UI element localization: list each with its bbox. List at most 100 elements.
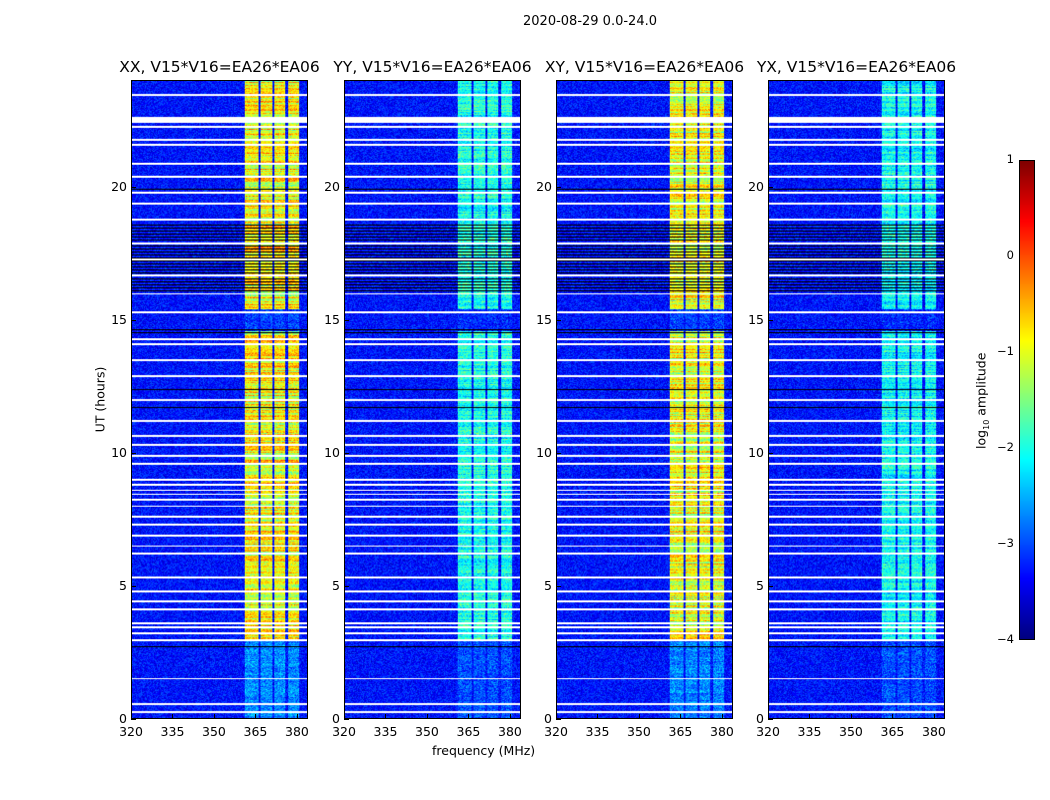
x-tick-label: 335 bbox=[373, 724, 398, 739]
spectrogram-image bbox=[132, 81, 307, 718]
y-tick-label: 10 bbox=[748, 444, 764, 460]
y-tick-label: 15 bbox=[324, 311, 340, 327]
x-tick-label: 380 bbox=[498, 724, 522, 739]
x-tick-label: 380 bbox=[922, 724, 946, 739]
x-tick-label: 335 bbox=[797, 724, 822, 739]
x-tick-label: 350 bbox=[627, 724, 651, 739]
panel-title: YX, V15*V16=EA26*EA06 bbox=[756, 58, 957, 76]
y-tick-mark bbox=[131, 719, 136, 720]
y-tick-label: 15 bbox=[536, 311, 552, 327]
spectrogram-image bbox=[769, 81, 944, 718]
y-tick-mark bbox=[556, 319, 561, 321]
y-tick-mark bbox=[131, 186, 136, 188]
colorbar-tick-label: 0 bbox=[1006, 248, 1014, 262]
x-tick-mark bbox=[344, 714, 345, 719]
y-tick-label: 0 bbox=[544, 711, 552, 726]
x-tick-label: 350 bbox=[202, 724, 226, 739]
x-tick-label: 320 bbox=[544, 724, 568, 739]
spectrogram-panel-0 bbox=[131, 80, 308, 719]
figure-title: 2020-08-29 0.0-24.0 bbox=[523, 14, 657, 29]
spectrogram-panel-3 bbox=[768, 80, 945, 719]
y-tick-label: 20 bbox=[748, 178, 764, 194]
y-tick-mark bbox=[344, 186, 349, 188]
x-tick-mark bbox=[933, 714, 935, 719]
y-tick-label: 15 bbox=[111, 311, 127, 327]
x-tick-mark bbox=[850, 714, 852, 719]
x-tick-label: 320 bbox=[119, 724, 143, 739]
y-tick-mark bbox=[344, 585, 349, 587]
y-tick-label: 5 bbox=[544, 577, 552, 593]
x-tick-mark bbox=[768, 714, 769, 719]
y-tick-mark bbox=[768, 186, 773, 188]
colorbar-tick-label: 1 bbox=[1006, 152, 1014, 166]
panel-title: YY, V15*V16=EA26*EA06 bbox=[333, 58, 532, 76]
panel-title: XX, V15*V16=EA26*EA06 bbox=[119, 58, 320, 76]
y-tick-label: 0 bbox=[332, 711, 340, 726]
x-tick-mark bbox=[426, 714, 428, 719]
x-tick-mark bbox=[809, 714, 811, 719]
y-tick-mark bbox=[344, 319, 349, 321]
y-tick-label: 20 bbox=[111, 178, 127, 194]
y-tick-label: 5 bbox=[332, 577, 340, 593]
x-tick-mark bbox=[892, 714, 894, 719]
x-tick-label: 365 bbox=[243, 724, 268, 739]
colorbar-tick-label: −4 bbox=[997, 632, 1014, 646]
y-tick-mark bbox=[556, 719, 561, 720]
x-tick-label: 335 bbox=[160, 724, 185, 739]
y-tick-mark bbox=[768, 452, 773, 454]
x-tick-label: 350 bbox=[839, 724, 863, 739]
y-tick-label: 5 bbox=[756, 577, 764, 593]
y-tick-label: 20 bbox=[536, 178, 552, 194]
x-tick-label: 365 bbox=[668, 724, 693, 739]
y-tick-label: 20 bbox=[324, 178, 340, 194]
x-tick-mark bbox=[638, 714, 640, 719]
spectrogram-panel-2 bbox=[556, 80, 733, 719]
spectrogram-image bbox=[345, 81, 520, 718]
x-tick-mark bbox=[680, 714, 682, 719]
x-tick-mark bbox=[556, 714, 557, 719]
colorbar bbox=[1019, 160, 1035, 640]
x-tick-mark bbox=[468, 714, 470, 719]
x-tick-mark bbox=[255, 714, 257, 719]
colorbar-tick-label: −2 bbox=[997, 440, 1014, 454]
spectrogram-panel-1 bbox=[344, 80, 521, 719]
x-tick-label: 380 bbox=[710, 724, 734, 739]
y-tick-mark bbox=[768, 585, 773, 587]
y-tick-mark bbox=[556, 585, 561, 587]
x-tick-label: 365 bbox=[880, 724, 905, 739]
y-tick-mark bbox=[131, 585, 136, 587]
x-tick-mark bbox=[509, 714, 511, 719]
x-axis-label: frequency (MHz) bbox=[432, 743, 536, 758]
x-tick-label: 320 bbox=[756, 724, 780, 739]
y-tick-label: 0 bbox=[119, 711, 127, 726]
x-tick-mark bbox=[213, 714, 215, 719]
y-tick-mark bbox=[344, 452, 349, 454]
x-tick-mark bbox=[597, 714, 599, 719]
colorbar-tick-label: −3 bbox=[997, 536, 1014, 550]
x-tick-mark bbox=[172, 714, 174, 719]
y-tick-label: 10 bbox=[111, 444, 127, 460]
x-tick-label: 350 bbox=[415, 724, 439, 739]
y-tick-mark bbox=[344, 719, 349, 720]
x-tick-mark bbox=[721, 714, 723, 719]
x-tick-mark bbox=[296, 714, 298, 719]
y-axis-label: UT (hours) bbox=[92, 366, 108, 433]
y-tick-mark bbox=[768, 319, 773, 321]
x-tick-label: 365 bbox=[456, 724, 481, 739]
y-tick-label: 10 bbox=[324, 444, 340, 460]
spectrogram-image bbox=[557, 81, 732, 718]
x-tick-label: 335 bbox=[585, 724, 610, 739]
x-tick-label: 380 bbox=[285, 724, 309, 739]
x-tick-mark bbox=[131, 714, 132, 719]
panel-title: XY, V15*V16=EA26*EA06 bbox=[544, 58, 745, 76]
y-tick-mark bbox=[131, 452, 136, 454]
y-tick-mark bbox=[556, 186, 561, 188]
colorbar-label: log10 amplitude bbox=[973, 352, 991, 449]
y-tick-mark bbox=[556, 452, 561, 454]
y-tick-label: 5 bbox=[119, 577, 127, 593]
y-tick-label: 15 bbox=[748, 311, 764, 327]
y-tick-label: 10 bbox=[536, 444, 552, 460]
y-tick-label: 0 bbox=[756, 711, 764, 726]
y-tick-mark bbox=[131, 319, 136, 321]
